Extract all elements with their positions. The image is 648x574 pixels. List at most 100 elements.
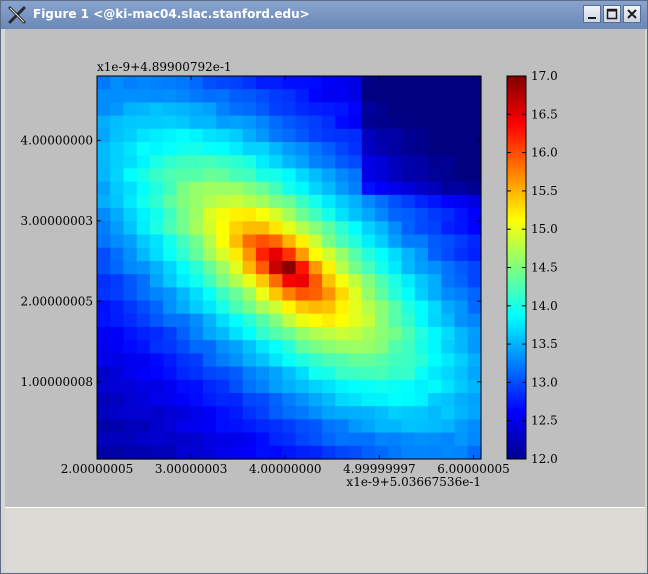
heatmap-cell: [136, 155, 151, 170]
heatmap-cell: [401, 234, 416, 249]
heatmap-cell: [467, 234, 482, 249]
heatmap-cell: [348, 142, 363, 156]
heatmap-cell: [282, 274, 297, 288]
heatmap-cell: [388, 326, 403, 341]
heatmap-cell: [401, 128, 416, 143]
heatmap-cell: [428, 366, 442, 381]
heatmap-cell: [110, 208, 125, 222]
heatmap-cell: [441, 194, 456, 209]
heatmap-cell: [322, 208, 336, 222]
heatmap-cell: [216, 432, 231, 447]
colorbar-tick-label: 14.0: [531, 299, 558, 313]
heatmap-cell: [176, 326, 191, 341]
heatmap-cell: [348, 366, 363, 381]
heatmap-cell: [216, 353, 231, 368]
heatmap-cell: [269, 287, 283, 302]
heatmap-cell: [176, 392, 191, 407]
heatmap-cell: [229, 194, 244, 209]
heatmap-cell: [110, 128, 125, 143]
heatmap-cell: [308, 274, 323, 288]
heatmap-cell: [308, 76, 323, 90]
heatmap-cell: [454, 89, 469, 104]
heatmap-cell: [401, 155, 416, 170]
heatmap-cell: [242, 379, 257, 394]
heatmap-cell: [149, 445, 164, 460]
heatmap-cell: [428, 208, 442, 222]
heatmap-cell: [322, 194, 336, 209]
heatmap-cell: [97, 379, 111, 394]
heatmap-cell: [401, 168, 416, 183]
heatmap-cell: [375, 432, 389, 447]
heatmap-cell: [176, 445, 191, 460]
heatmap-cell: [136, 208, 151, 222]
heatmap-cell: [229, 326, 244, 341]
heatmap-cell: [202, 181, 217, 196]
heatmap-cell: [428, 155, 442, 170]
heatmap-cell: [97, 300, 111, 315]
heatmap-cell: [335, 366, 350, 381]
heatmap-cell: [216, 76, 231, 90]
heatmap-cell: [269, 432, 283, 447]
heatmap-cell: [428, 313, 442, 328]
heatmap-cell: [269, 181, 283, 196]
maximize-button[interactable]: [603, 5, 621, 23]
heatmap-cell: [428, 287, 442, 302]
heatmap-cell: [242, 260, 257, 275]
heatmap-cell: [361, 142, 376, 156]
heatmap-cell: [242, 287, 257, 302]
heatmap-cell: [189, 353, 204, 368]
heatmap-cell: [348, 208, 363, 222]
heatmap-cell: [282, 300, 297, 315]
minimize-icon: [588, 17, 596, 19]
heatmap-cell: [216, 287, 231, 302]
heatmap-cell: [361, 76, 376, 90]
heatmap-cell: [269, 300, 283, 315]
colorbar-ticks: 12.0 12.5 13.0 13.5 14.0 14.5 15.0 15.5 16.0 16.5…: [507, 69, 558, 466]
heatmap-cell: [308, 181, 323, 196]
heatmap-cell: [255, 102, 270, 117]
heatmap-cell: [189, 234, 204, 249]
heatmap-cell: [388, 340, 403, 354]
close-button[interactable]: [623, 5, 641, 23]
heatmap-cell: [229, 181, 244, 196]
window-title: Figure 1 <@ki-mac04.slac.stanford.edu>: [33, 7, 310, 21]
heatmap-cell: [375, 379, 389, 394]
heatmap-cell: [335, 300, 350, 315]
heatmap-cell: [269, 445, 283, 460]
heatmap-cell: [375, 76, 389, 90]
heatmap-cell: [428, 340, 442, 354]
heatmap-cell: [255, 168, 270, 183]
heatmap-cell: [216, 340, 231, 354]
heatmap-cell: [149, 155, 164, 170]
figure-canvas: 2.00000005 3.00000003 4.00000000 4.99999997…: [5, 29, 645, 507]
minimize-button[interactable]: [583, 5, 601, 23]
heatmap-cell: [428, 221, 442, 236]
heatmap-cell: [255, 115, 270, 130]
heatmap-cell: [136, 406, 151, 420]
heatmap-cell: [348, 300, 363, 315]
title-bar[interactable]: Figure 1 <@ki-mac04.slac.stanford.edu>: [1, 1, 647, 29]
heatmap-cell: [348, 128, 363, 143]
heatmap-cell: [97, 445, 111, 460]
heatmap-cell: [242, 353, 257, 368]
heatmap-cell: [136, 115, 151, 130]
heatmap-cell: [202, 128, 217, 143]
heatmap-cell: [322, 392, 336, 407]
heatmap-cell: [348, 168, 363, 183]
heatmap-cell: [189, 300, 204, 315]
heatmap-cell: [348, 419, 363, 434]
heatmap-cell: [269, 274, 283, 288]
heatmap-cell: [269, 76, 283, 90]
heatmap-cell: [467, 419, 482, 434]
heatmap-cell: [375, 300, 389, 315]
heatmap-cell: [388, 194, 403, 209]
heatmap-cell: [149, 392, 164, 407]
heatmap-cell: [176, 102, 191, 117]
heatmap-cell: [335, 155, 350, 170]
y-axis-ticks: 1.00000008 2.00000005 3.00000003 4.00000000: [20, 133, 481, 389]
heatmap-cell: [361, 181, 376, 196]
heatmap-cell: [163, 432, 178, 447]
heatmap-cell: [388, 260, 403, 275]
heatmap-cell: [335, 326, 350, 341]
heatmap-cell: [401, 432, 416, 447]
